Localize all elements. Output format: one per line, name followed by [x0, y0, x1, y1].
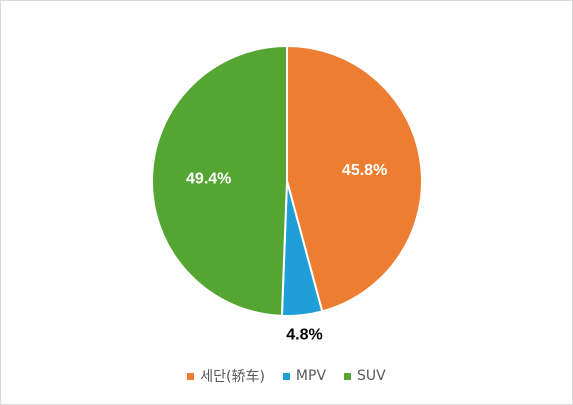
legend: 세단(轿车) MPV SUV	[0, 366, 573, 386]
data-label-sedan: 45.8%	[342, 162, 387, 179]
legend-label-mpv: MPV	[295, 368, 327, 384]
legend-item-sedan[interactable]: 세단(轿车)	[187, 366, 265, 386]
legend-swatch-suv	[344, 372, 352, 380]
data-label-suv: 49.4%	[186, 171, 231, 188]
pie-labels: 45.8% 4.8% 49.4%	[186, 162, 387, 344]
data-label-mpv: 4.8%	[286, 326, 322, 343]
legend-label-suv: SUV	[357, 368, 386, 384]
legend-label-sedan: 세단(轿车)	[200, 369, 265, 385]
legend-item-suv[interactable]: SUV	[344, 368, 386, 384]
pie-slice-suv[interactable]	[151, 45, 288, 317]
pie-slices	[151, 45, 423, 317]
pie-slice-sedan[interactable]	[286, 45, 423, 313]
legend-item-mpv[interactable]: MPV	[282, 368, 327, 384]
legend-swatch-sedan	[187, 372, 195, 380]
legend-swatch-mpv	[282, 372, 290, 380]
